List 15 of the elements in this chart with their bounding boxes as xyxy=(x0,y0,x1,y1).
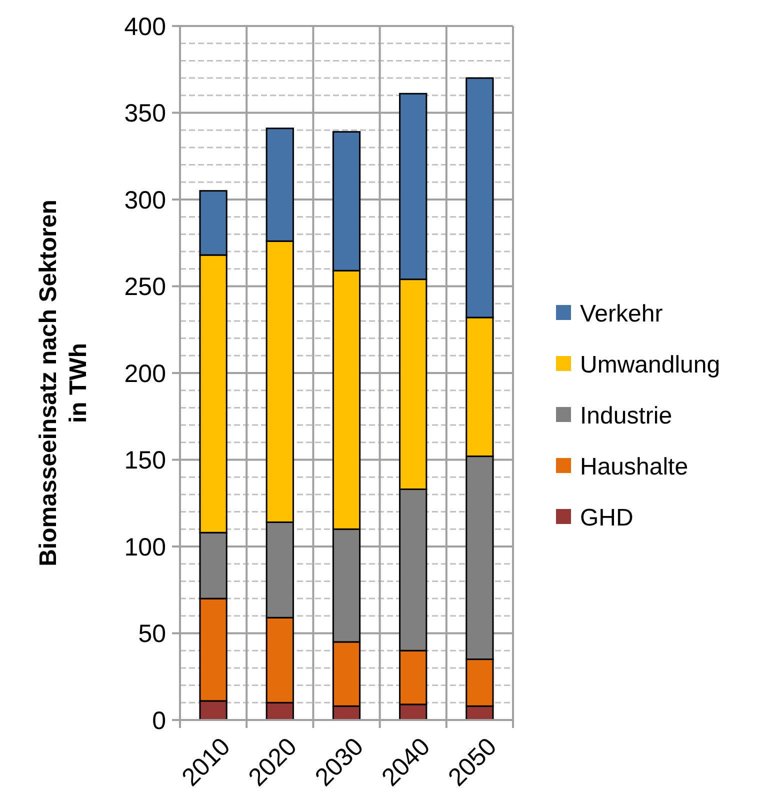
y-tick-label: 350 xyxy=(124,100,166,128)
y-tick-label: 100 xyxy=(124,533,166,562)
legend-label: Industrie xyxy=(580,402,672,430)
y-tick-label: 300 xyxy=(124,186,166,214)
y-tick-label: 0 xyxy=(152,706,166,735)
legend-label: GHD xyxy=(580,504,634,532)
y-tick-label: 200 xyxy=(124,360,166,388)
legend-label: Umwandlung xyxy=(580,351,720,378)
y-tick-label: 400 xyxy=(124,12,166,41)
legend-label: Haushalte xyxy=(580,453,688,480)
y-tick-label: 250 xyxy=(124,273,166,301)
y-tick-label: 50 xyxy=(138,620,166,648)
y-axis-title: Biomasseeinsatz nach Sektoren in TWh xyxy=(35,200,92,566)
y-tick-label: 150 xyxy=(124,446,166,474)
legend-label: Verkehr xyxy=(580,300,663,328)
